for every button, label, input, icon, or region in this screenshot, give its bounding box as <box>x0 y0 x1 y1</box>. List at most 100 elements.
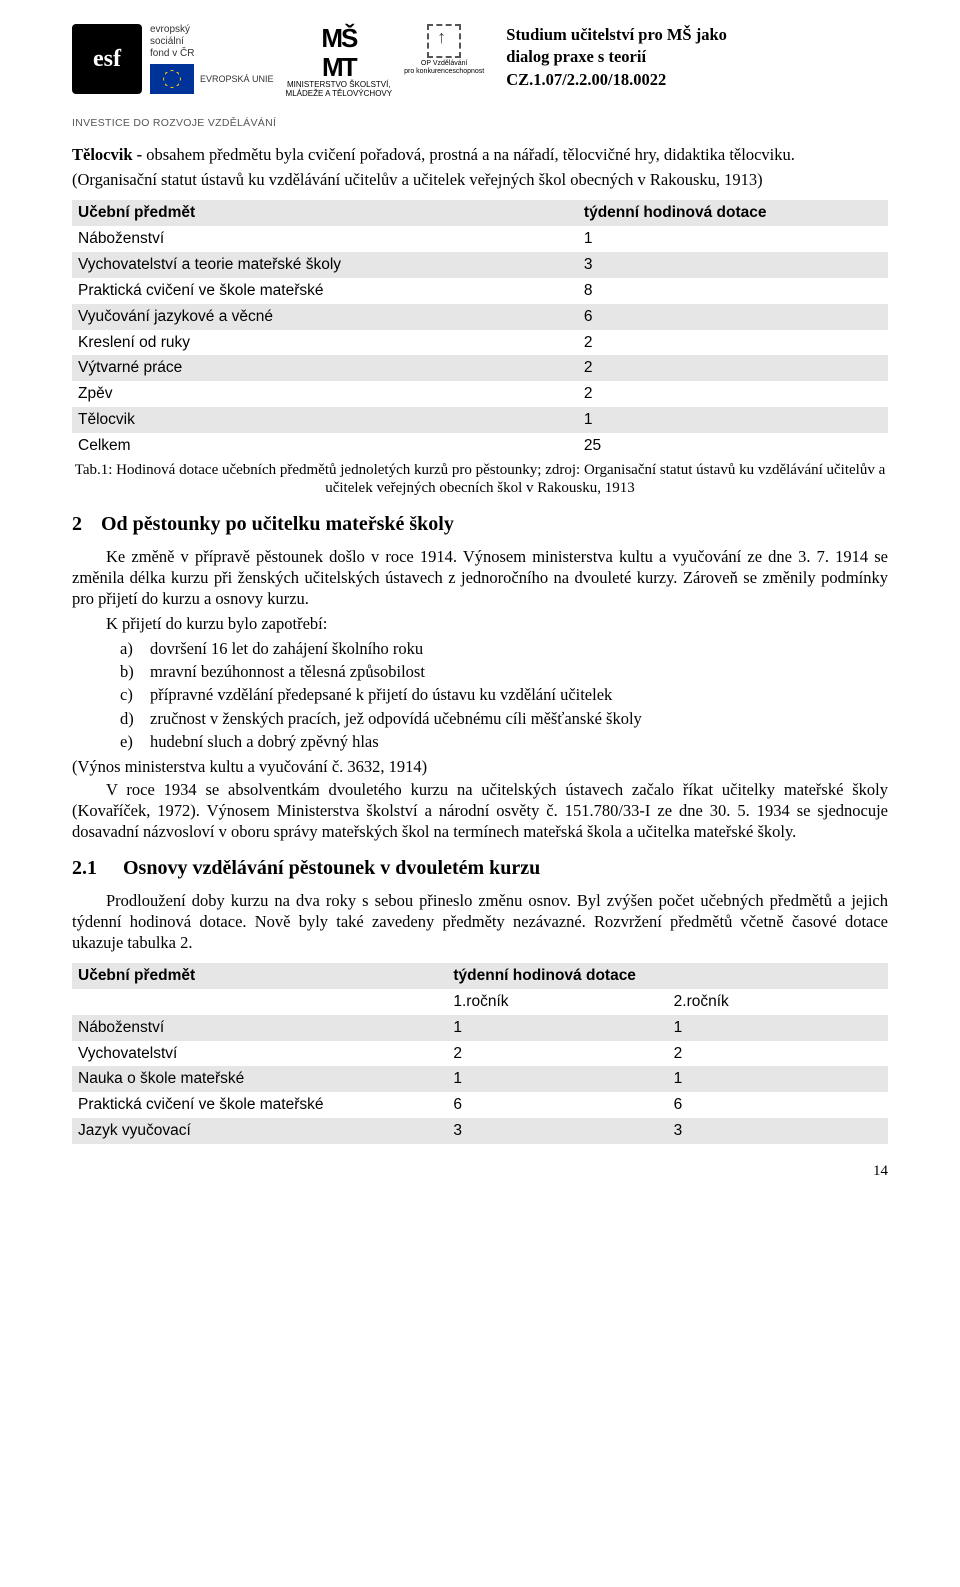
title-line-1: Studium učitelství pro MŠ jako <box>506 24 727 46</box>
t2-subject: Vychovatelství <box>72 1041 447 1067</box>
page-header: esf evropský sociální fond v ČR EVROPSKÁ… <box>72 24 888 99</box>
t1-hours: 3 <box>578 252 888 278</box>
section-2-number: 2 <box>72 512 96 538</box>
esf-icon: esf <box>72 24 142 94</box>
t2-y2: 6 <box>668 1092 888 1118</box>
t2-header-subject: Učební předmět <box>72 963 447 989</box>
t1-hours: 1 <box>578 226 888 252</box>
t2-subject: Praktická cvičení ve škole mateřské <box>72 1092 447 1118</box>
table-row: Náboženství11 <box>72 1015 888 1041</box>
requirements-list: a) dovršení 16 let do zahájení školního r… <box>120 638 888 752</box>
ministry-line-2: MLÁDEŽE A TĚLOVÝCHOVY <box>286 90 393 99</box>
esf-line-2: sociální <box>150 36 274 48</box>
t2-empty <box>72 989 447 1015</box>
table-row: Nauka o škole mateřské11 <box>72 1066 888 1092</box>
op-line-2: pro konkurenceschopnost <box>404 68 484 76</box>
t1-hours: 2 <box>578 355 888 381</box>
section-2-paragraph-2: K přijetí do kurzu bylo zapotřebí: <box>72 613 888 634</box>
list-label: e) <box>120 731 142 752</box>
section-2-1-paragraph-1: Prodloužení doby kurzu na dva roky s seb… <box>72 890 888 953</box>
intro-p1-text: obsahem předmětu byla cvičení pořadová, … <box>146 145 795 164</box>
list-text: zručnost v ženských pracích, jež odpovíd… <box>150 708 642 729</box>
eu-flag-icon <box>150 64 194 94</box>
t2-subject: Nauka o škole mateřské <box>72 1066 447 1092</box>
t1-subject: Náboženství <box>72 226 578 252</box>
table-1-caption: Tab.1: Hodinová dotace učebních předmětů… <box>72 461 888 499</box>
table-row: Výtvarné práce2 <box>72 355 888 381</box>
list-text: přípravné vzdělání předepsané k přijetí … <box>150 684 612 705</box>
t2-y1: 1 <box>447 1066 667 1092</box>
table-1: Učební předmět týdenní hodinová dotace N… <box>72 200 888 458</box>
table-row: Tělocvik1 <box>72 407 888 433</box>
esf-logo-block: esf evropský sociální fond v ČR EVROPSKÁ… <box>72 24 274 94</box>
t1-header-hours: týdenní hodinová dotace <box>578 200 888 226</box>
list-label: a) <box>120 638 142 659</box>
t2-y1: 1 <box>447 1015 667 1041</box>
section-2-1-number: 2.1 <box>72 856 118 882</box>
section-2-paragraph-1: Ke změně v přípravě pěstounek došlo v ro… <box>72 546 888 609</box>
intro-paragraph-1: Tělocvik - obsahem předmětu byla cvičení… <box>72 144 888 165</box>
table-2-header-row-1: Učební předmět týdenní hodinová dotace <box>72 963 888 989</box>
list-text: mravní bezúhonnost a tělesná způsobilost <box>150 661 425 682</box>
table-2: Učební předmět týdenní hodinová dotace 1… <box>72 963 888 1144</box>
esf-text: evropský sociální fond v ČR EVROPSKÁ UNI… <box>150 24 274 94</box>
title-line-2: dialog praxe s teorií <box>506 46 727 68</box>
project-title: Studium učitelství pro MŠ jako dialog pr… <box>506 24 727 91</box>
t2-subject: Jazyk vyučovací <box>72 1118 447 1144</box>
list-text: dovršení 16 let do zahájení školního rok… <box>150 638 423 659</box>
t1-hours: 8 <box>578 278 888 304</box>
t1-subject: Vyučování jazykové a věcné <box>72 304 578 330</box>
page-number: 14 <box>72 1162 888 1181</box>
table-1-header-row: Učební předmět týdenní hodinová dotace <box>72 200 888 226</box>
esf-line-3: fond v ČR <box>150 48 274 60</box>
t1-subject: Zpěv <box>72 381 578 407</box>
list-item: e) hudební sluch a dobrý zpěvný hlas <box>120 731 888 752</box>
t2-y1: 2 <box>447 1041 667 1067</box>
op-line-1: OP Vzdělávání <box>404 60 484 68</box>
section-2-1-heading: 2.1 Osnovy vzdělávání pěstounek v dvoule… <box>72 856 888 882</box>
table-row: Praktická cvičení ve škole mateřské66 <box>72 1092 888 1118</box>
t2-year1: 1.ročník <box>447 989 667 1015</box>
table-2-header-row-2: 1.ročník 2.ročník <box>72 989 888 1015</box>
list-item: a) dovršení 16 let do zahájení školního r… <box>120 638 888 659</box>
list-text: hudební sluch a dobrý zpěvný hlas <box>150 731 379 752</box>
t2-header-hours: týdenní hodinová dotace <box>447 963 888 989</box>
t1-subject: Vychovatelství a teorie mateřské školy <box>72 252 578 278</box>
table-row: Náboženství1 <box>72 226 888 252</box>
t2-subject: Náboženství <box>72 1015 447 1041</box>
title-line-3: CZ.1.07/2.2.00/18.0022 <box>506 69 727 91</box>
op-logo: OP Vzdělávání pro konkurenceschopnost <box>404 24 484 75</box>
t1-subject: Tělocvik <box>72 407 578 433</box>
eu-label: EVROPSKÁ UNIE <box>200 74 274 85</box>
list-item: c) přípravné vzdělání předepsané k přijet… <box>120 684 888 705</box>
esf-line-1: evropský <box>150 24 274 36</box>
section-2-title: Od pěstounky po učitelku mateřské školy <box>101 513 454 535</box>
intro-subject-bold: Tělocvik - <box>72 145 146 164</box>
table-row: Vychovatelství a teorie mateřské školy3 <box>72 252 888 278</box>
intro-paragraph-2: (Organisační statut ústavů ku vzdělávání… <box>72 169 888 190</box>
table-row: Kreslení od ruky2 <box>72 330 888 356</box>
table-row: Vychovatelství22 <box>72 1041 888 1067</box>
section-2-1-title: Osnovy vzdělávání pěstounek v dvouletém … <box>123 857 540 879</box>
t1-hours: 6 <box>578 304 888 330</box>
t2-y2: 3 <box>668 1118 888 1144</box>
section-2-paragraph-3: (Výnos ministerstva kultu a vyučování č.… <box>72 756 888 777</box>
t2-y1: 3 <box>447 1118 667 1144</box>
ministry-logo: MŠMT MINISTERSTVO ŠKOLSTVÍ, MLÁDEŽE A TĚ… <box>286 24 393 99</box>
list-item: d)zručnost v ženských pracích, jež odpov… <box>120 708 888 729</box>
t2-year2: 2.ročník <box>668 989 888 1015</box>
table-row: Vyučování jazykové a věcné6 <box>72 304 888 330</box>
invest-tagline: INVESTICE DO ROZVOJE VZDĚLÁVÁNÍ <box>72 117 888 130</box>
t1-subject: Celkem <box>72 433 578 459</box>
table-row: Zpěv2 <box>72 381 888 407</box>
t1-hours: 2 <box>578 381 888 407</box>
t2-y2: 1 <box>668 1015 888 1041</box>
t1-hours: 2 <box>578 330 888 356</box>
t2-y1: 6 <box>447 1092 667 1118</box>
t1-subject: Výtvarné práce <box>72 355 578 381</box>
section-2-paragraph-4: V roce 1934 se absolventkám dvouletého k… <box>72 779 888 842</box>
list-label: c) <box>120 684 142 705</box>
ministry-mark-icon: MŠMT <box>286 24 393 81</box>
t2-y2: 2 <box>668 1041 888 1067</box>
list-label: b) <box>120 661 142 682</box>
